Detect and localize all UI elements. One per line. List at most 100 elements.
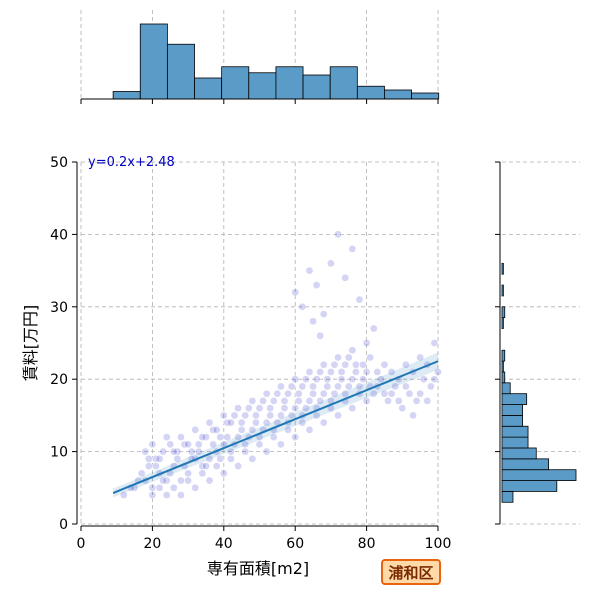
scatter-point bbox=[148, 491, 157, 499]
y-tick-label: 20 bbox=[50, 372, 68, 388]
y-hist-bar bbox=[501, 317, 504, 329]
x-hist-bar bbox=[139, 23, 168, 100]
scatter-point bbox=[316, 397, 325, 405]
regression-equation-label: y=0.2x+2.48 bbox=[88, 155, 175, 170]
x-hist-bar bbox=[356, 85, 385, 100]
scatter-point bbox=[219, 469, 228, 478]
scatter-point bbox=[177, 491, 185, 499]
scatter-point bbox=[352, 368, 360, 376]
scatter-point bbox=[344, 353, 353, 362]
scatter-point bbox=[387, 368, 396, 376]
regression-confidence-band bbox=[113, 352, 438, 498]
regression-line-path bbox=[112, 360, 439, 494]
scatter-point bbox=[362, 368, 371, 376]
scatter-point bbox=[330, 389, 339, 398]
scatter-point bbox=[177, 433, 185, 441]
scatter-point bbox=[334, 353, 342, 362]
scatter-point bbox=[312, 375, 321, 384]
scatter-point bbox=[252, 418, 260, 427]
x-hist-bar bbox=[329, 66, 358, 100]
scatter-point bbox=[230, 411, 239, 420]
y-hist-bar bbox=[501, 480, 558, 492]
scatter-point bbox=[205, 454, 214, 463]
scatter-point bbox=[284, 389, 292, 398]
x-hist-bar bbox=[275, 66, 304, 100]
y-hist-bar bbox=[501, 382, 511, 395]
x-hist-bar bbox=[302, 74, 331, 100]
scatter-point bbox=[205, 476, 214, 485]
scatter-point bbox=[244, 404, 253, 413]
y-hist-bar bbox=[501, 371, 506, 384]
y-hist-bar bbox=[501, 425, 529, 438]
scatter-point bbox=[262, 447, 271, 456]
scatter-point bbox=[194, 440, 203, 449]
scatter-point bbox=[419, 375, 428, 384]
scatter-point bbox=[409, 411, 417, 420]
scatter-point bbox=[359, 375, 367, 384]
scatter-point bbox=[334, 411, 342, 420]
scatter-point bbox=[319, 418, 328, 427]
scatter-point bbox=[259, 397, 267, 405]
y-hist-bar bbox=[501, 414, 523, 427]
scatter-point bbox=[319, 360, 328, 369]
scatter-point bbox=[337, 375, 346, 384]
scatter-point bbox=[344, 382, 353, 391]
scatter-point bbox=[144, 462, 153, 470]
scatter-point bbox=[184, 476, 192, 485]
scatter-point bbox=[373, 368, 382, 376]
scatter-point bbox=[248, 397, 257, 405]
scatter-point bbox=[384, 397, 392, 405]
scatter-point bbox=[377, 375, 385, 384]
scatter-point bbox=[305, 266, 314, 275]
y-tick-label: 50 bbox=[50, 155, 68, 171]
scatter-point bbox=[294, 397, 303, 405]
scatter-point bbox=[305, 368, 314, 376]
scatter-point bbox=[309, 389, 317, 398]
scatter-point bbox=[234, 462, 242, 470]
scatter-point bbox=[219, 411, 228, 420]
y-hist-bar bbox=[501, 284, 504, 297]
scatter-point bbox=[316, 368, 325, 376]
scatter-point bbox=[137, 469, 146, 478]
scatter-point bbox=[141, 447, 150, 456]
scatter-point bbox=[369, 389, 378, 398]
scatter-point bbox=[159, 447, 167, 456]
x-hist-bar bbox=[411, 92, 440, 100]
scatter-point bbox=[291, 375, 300, 384]
scatter-point bbox=[412, 397, 421, 405]
scatter-point bbox=[362, 339, 371, 347]
y-tick-label: 10 bbox=[50, 445, 68, 461]
grid-lines bbox=[80, 10, 580, 525]
marginal-y-histogram bbox=[501, 262, 577, 503]
scatter-point bbox=[416, 353, 424, 362]
y-hist-bar bbox=[501, 349, 506, 362]
x-hist-bar bbox=[248, 72, 277, 100]
scatter-point bbox=[430, 339, 439, 347]
y-hist-bar bbox=[501, 306, 506, 319]
scatter-point bbox=[284, 426, 292, 434]
scatter-point bbox=[184, 440, 192, 449]
scatter-point bbox=[148, 440, 157, 449]
scatter-point bbox=[291, 288, 300, 297]
scatter-point bbox=[334, 230, 342, 239]
scatter-point bbox=[209, 440, 217, 449]
scatter-point bbox=[198, 433, 207, 441]
scatter-point bbox=[305, 426, 314, 434]
scatter-point bbox=[255, 440, 264, 449]
x-tick-label: 40 bbox=[215, 536, 233, 552]
scatter-point bbox=[280, 404, 289, 413]
scatter-point bbox=[391, 382, 400, 391]
scatter-point bbox=[319, 310, 328, 318]
scatter-point bbox=[162, 491, 171, 499]
scatter-point bbox=[237, 426, 246, 434]
y-hist-bar bbox=[501, 360, 504, 373]
x-tick-label: 0 bbox=[77, 536, 86, 552]
y-hist-bar bbox=[501, 447, 537, 460]
scatter-point bbox=[169, 483, 178, 492]
scatter-point bbox=[169, 447, 178, 456]
scatter-point bbox=[194, 447, 203, 456]
y-hist-bar bbox=[501, 491, 514, 503]
scatter-point bbox=[380, 360, 389, 369]
scatter-point bbox=[423, 397, 432, 405]
